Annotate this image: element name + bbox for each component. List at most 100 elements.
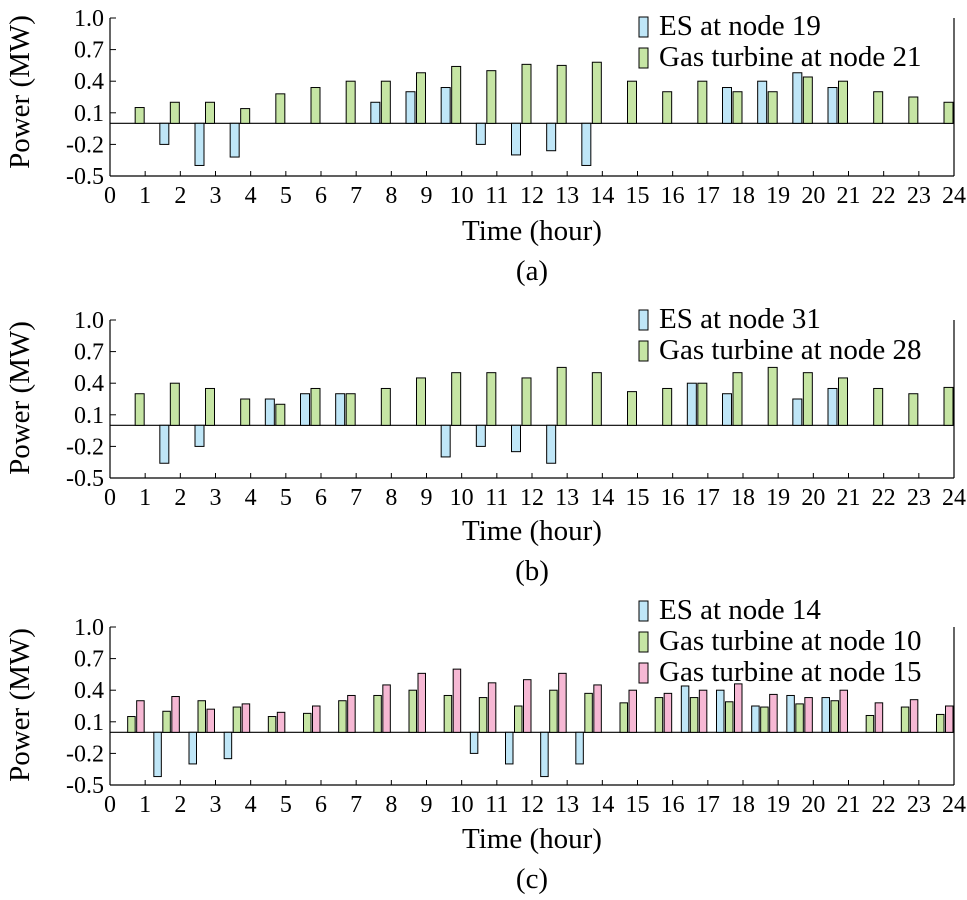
bar — [540, 731, 549, 778]
bar — [654, 697, 664, 733]
bar — [275, 93, 286, 124]
bar — [486, 372, 497, 426]
legend-label: ES at node 19 — [659, 10, 821, 42]
bar — [303, 712, 312, 733]
bar — [194, 424, 205, 447]
x-tick-label: 7 — [350, 183, 362, 209]
bar — [680, 685, 690, 733]
x-tick-label: 17 — [696, 485, 720, 511]
x-tick-label: 14 — [590, 183, 614, 209]
bar — [416, 377, 426, 426]
x-tick-label: 22 — [872, 485, 896, 511]
bar — [786, 694, 795, 733]
bar — [830, 700, 839, 733]
y-tick-label: 0.1 — [74, 710, 104, 736]
y-tick-label: -0.2 — [66, 741, 104, 767]
x-tick-label: 20 — [801, 485, 825, 511]
bar — [153, 731, 162, 778]
bar — [197, 700, 206, 733]
bar — [769, 693, 778, 733]
x-tick-label: 14 — [590, 485, 614, 511]
x-tick-label: 13 — [555, 183, 579, 209]
y-tick-label: 0.7 — [74, 647, 104, 673]
x-tick-label: 21 — [837, 792, 861, 818]
x-tick-label: 2 — [174, 792, 186, 818]
x-tick-label: 12 — [520, 485, 544, 511]
bar — [767, 91, 778, 124]
x-tick-label: 9 — [421, 485, 433, 511]
bar — [865, 714, 875, 733]
bar — [440, 424, 451, 458]
x-tick-label: 15 — [626, 183, 650, 209]
bar — [335, 393, 346, 426]
bar — [722, 393, 732, 426]
bar — [689, 697, 699, 733]
bar — [838, 377, 848, 426]
x-tick-label: 13 — [555, 485, 579, 511]
bar — [478, 697, 488, 733]
x-tick-label: 23 — [907, 183, 931, 209]
legend-swatch — [638, 662, 649, 684]
bar — [511, 424, 521, 453]
x-tick-label: 23 — [907, 792, 931, 818]
x-tick-label: 23 — [907, 485, 931, 511]
x-tick-label: 22 — [872, 792, 896, 818]
bar — [136, 700, 145, 733]
x-tick-label: 20 — [801, 183, 825, 209]
bar — [627, 80, 637, 124]
bar — [591, 61, 602, 124]
bar — [300, 393, 310, 426]
legend-swatch — [638, 600, 649, 622]
bar — [792, 72, 803, 124]
bar — [751, 705, 760, 733]
bar — [575, 731, 584, 765]
y-tick-label: -0.5 — [66, 773, 104, 799]
bar — [229, 122, 240, 158]
bar — [795, 703, 804, 733]
x-tick-label: 13 — [555, 792, 579, 818]
bar — [159, 424, 170, 464]
x-tick-label: 8 — [385, 792, 397, 818]
x-tick-label: 14 — [590, 792, 614, 818]
bar — [267, 716, 277, 733]
x-tick-label: 24 — [942, 485, 966, 511]
bar — [505, 731, 514, 765]
bar — [804, 697, 813, 733]
bar — [722, 87, 732, 124]
y-tick-label: 1.0 — [74, 308, 104, 334]
bar — [514, 705, 523, 733]
legend-swatch — [638, 309, 649, 331]
bar — [627, 391, 637, 426]
bar — [874, 702, 884, 733]
x-tick-label: 15 — [626, 485, 650, 511]
x-tick-label: 1 — [139, 792, 151, 818]
bar — [405, 91, 416, 124]
bar — [469, 731, 479, 754]
bar — [900, 706, 910, 733]
bar — [734, 683, 743, 733]
bar — [338, 700, 347, 733]
bar — [416, 72, 426, 124]
bar — [725, 701, 734, 733]
bar — [628, 689, 637, 733]
x-tick-label: 19 — [766, 183, 790, 209]
bar — [767, 366, 778, 426]
bar — [240, 398, 251, 426]
x-tick-label: 5 — [280, 183, 292, 209]
y-tick-label: 1.0 — [74, 615, 104, 641]
bar — [310, 387, 321, 426]
y-tick-label: 0.7 — [74, 340, 104, 366]
bar — [162, 710, 171, 733]
x-tick-label: 5 — [280, 792, 292, 818]
bar — [873, 91, 884, 124]
x-axis-label: Time (hour) — [462, 215, 602, 247]
bar — [827, 387, 838, 426]
bar — [475, 424, 486, 447]
x-tick-label: 22 — [872, 183, 896, 209]
bar — [909, 699, 919, 733]
bar — [276, 711, 286, 733]
bar — [662, 91, 673, 124]
bar — [486, 70, 497, 124]
x-tick-label: 20 — [801, 792, 825, 818]
bar — [169, 101, 180, 124]
